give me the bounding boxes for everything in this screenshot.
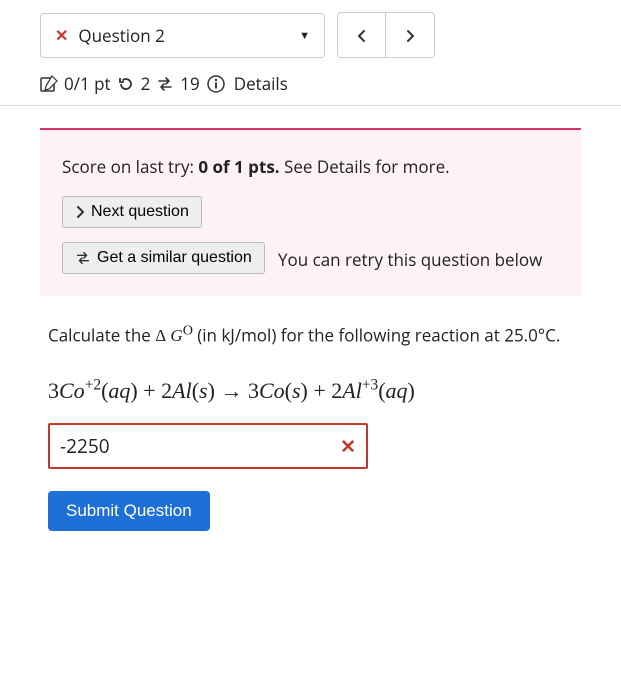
question-nav <box>337 12 435 58</box>
retries-count: 2 <box>141 72 151 95</box>
chevron-left-icon <box>356 29 368 43</box>
next-question-label: Next question <box>91 203 189 221</box>
score-box: Score on last try: 0 of 1 pts. See Detai… <box>40 128 581 296</box>
details-link[interactable]: Details <box>234 72 288 95</box>
chevron-right-icon <box>75 206 85 218</box>
question-prompt: Calculate the Δ GO (in kJ/mol) for the f… <box>48 320 581 350</box>
retry-text-line1: You can retry this <box>269 248 416 271</box>
points-text: 0/1 pt <box>64 72 111 95</box>
info-circle-icon <box>206 74 226 94</box>
answer-input-wrapper[interactable]: -2250 ✕ <box>48 423 368 469</box>
answer-value: -2250 <box>60 431 340 461</box>
checkbox-pencil-icon <box>40 75 58 93</box>
reattempt-arrows-icon <box>156 75 174 93</box>
wrong-x-icon: ✕ <box>340 431 356 461</box>
reattempts-count: 19 <box>180 72 199 95</box>
score-prefix: Score on last try: <box>62 155 198 178</box>
prev-question-button[interactable] <box>338 13 386 57</box>
submit-question-button[interactable]: Submit Question <box>48 491 210 531</box>
question-label: Question 2 <box>78 24 164 47</box>
reattempt-arrows-icon <box>75 250 91 266</box>
retry-text-line2: question below <box>421 248 543 271</box>
similar-question-label: Get a similar question <box>97 249 252 267</box>
caret-down-icon: ▼ <box>299 28 310 43</box>
retry-arrow-icon <box>117 75 135 93</box>
score-suffix: See Details for more. <box>280 155 450 178</box>
score-value: 0 of 1 pts. <box>198 155 279 178</box>
question-dropdown[interactable]: ✕ Question 2 ▼ <box>40 13 325 58</box>
next-question-button[interactable] <box>386 13 434 57</box>
similar-question-button[interactable]: Get a similar question <box>62 242 265 274</box>
question-meta: 0/1 pt 2 19 Details <box>0 68 621 106</box>
chevron-right-icon <box>404 29 416 43</box>
incorrect-x-icon: ✕ <box>55 24 68 46</box>
reaction-equation: 3Co+2(aq) + 2Al(s) → 3Co(s) + 2Al+3(aq) <box>48 373 581 408</box>
next-question-link-button[interactable]: Next question <box>62 196 202 228</box>
